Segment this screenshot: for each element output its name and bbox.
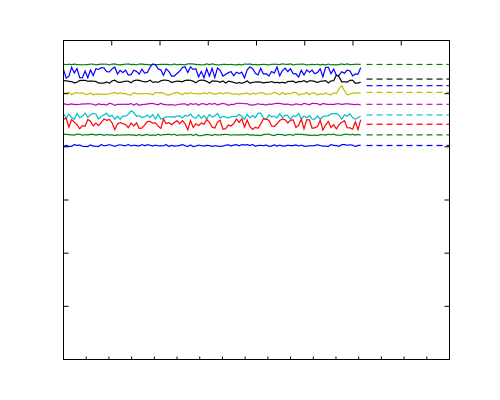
series-line-4 (63, 84, 361, 96)
plot-area (62, 63, 450, 148)
series-line-6 (62, 110, 361, 121)
series-line-2 (62, 63, 362, 80)
series-line-7 (63, 117, 362, 132)
series-line-3 (63, 74, 361, 84)
series-line-5 (63, 102, 361, 107)
series-line-8 (63, 133, 361, 137)
series-line-9 (63, 143, 361, 148)
axis-ticks (63, 40, 450, 360)
axes-frame (63, 40, 450, 360)
series-line-1 (63, 63, 361, 66)
